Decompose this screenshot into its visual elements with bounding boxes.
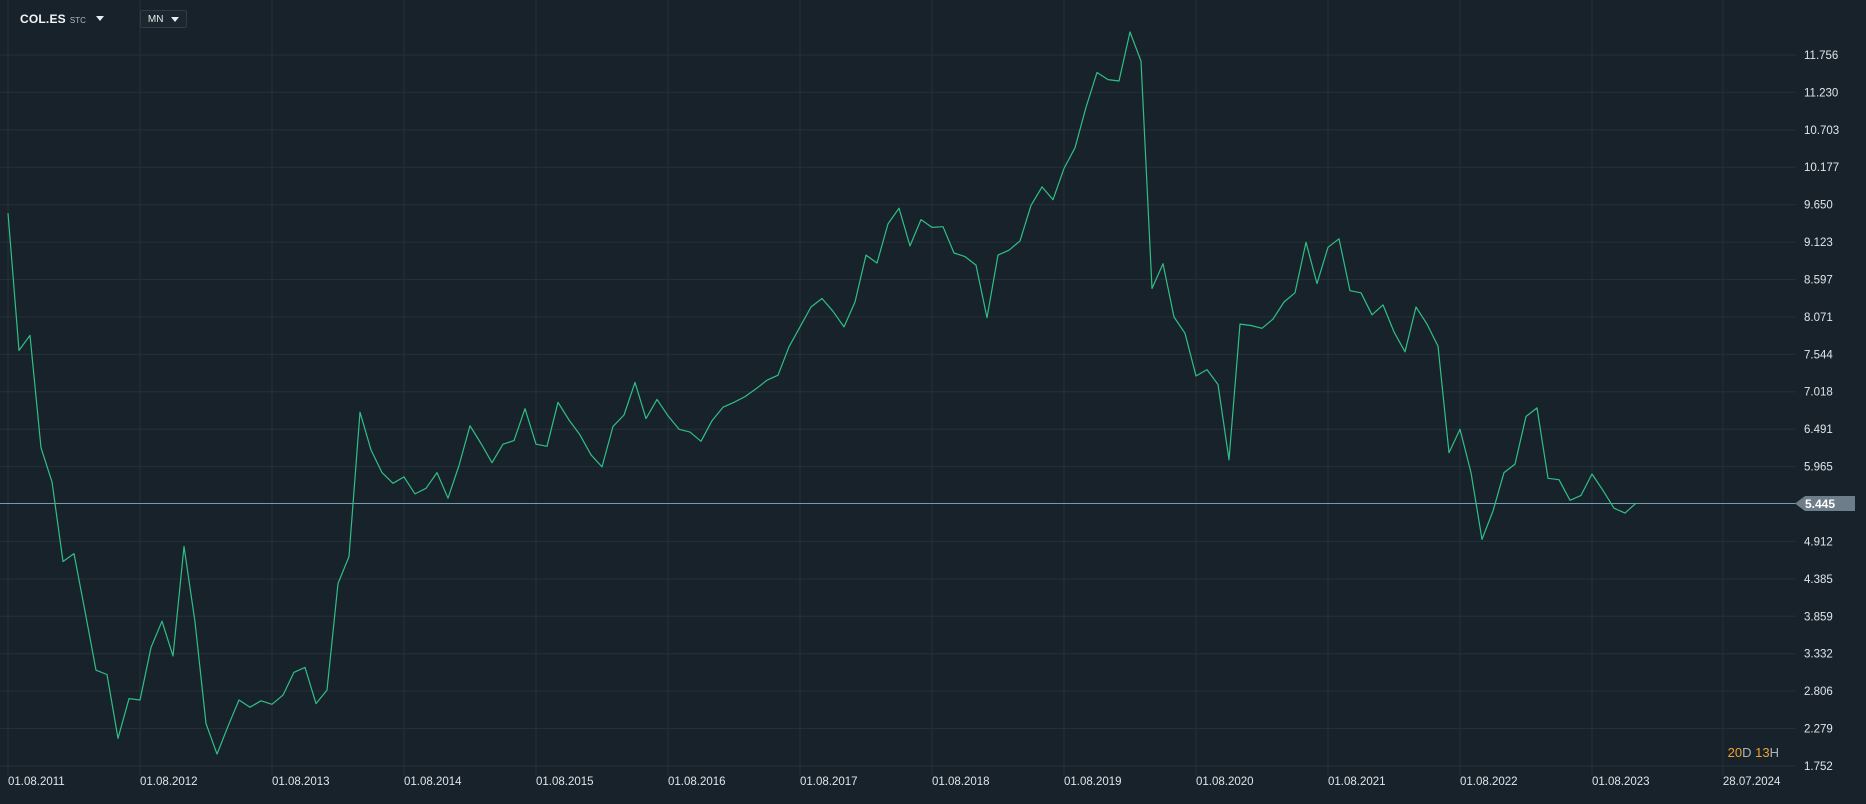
x-tick-label: 01.08.2015 [536,776,594,788]
y-tick-label: 4.912 [1804,536,1833,548]
symbol-selector[interactable]: COL.ES STC [20,12,104,26]
x-tick-label: 01.08.2016 [668,776,726,788]
y-tick-label: 5.965 [1804,462,1833,474]
last-price-label-bg [1795,496,1855,512]
x-tick-label: 01.08.2012 [140,776,198,788]
countdown-days-unit: D [1742,745,1752,760]
y-tick-label: 10.703 [1804,125,1839,137]
candle-countdown: 20D 13H [1728,745,1779,760]
y-tick-label: 2.279 [1804,724,1833,736]
x-tick-label: 01.08.2013 [272,776,330,788]
y-tick-label: 9.123 [1804,237,1833,249]
x-tick-label: 01.08.2020 [1196,776,1254,788]
y-tick-label: 4.385 [1804,574,1833,586]
y-tick-label: 3.859 [1804,611,1833,623]
x-tick-label: 01.08.2022 [1460,776,1518,788]
y-tick-label: 11.230 [1804,87,1838,99]
y-tick-label: 2.806 [1804,686,1833,698]
countdown-days: 20 [1727,745,1743,760]
x-tick-label: 01.08.2021 [1328,776,1386,788]
x-tick-label: 01.08.2023 [1592,776,1650,788]
x-tick-label: 01.08.2017 [800,776,858,788]
y-tick-label: 7.544 [1804,349,1833,361]
x-tick-label: 01.08.2014 [404,776,462,788]
y-tick-label: 8.071 [1804,312,1833,324]
last-price-marker: 5.445 [1795,496,1855,512]
x-axis: 01.08.2011 01.08.2012 01.08.2013 01.08.2014… [8,776,1781,788]
x-tick-label: 28.07.2024 [1723,776,1781,788]
y-tick-label: 10.177 [1804,162,1839,174]
series-layer [7,31,1637,755]
y-axis: 11.756 11.230 10.703 10.177 9.650 9.123 8.597 8… [1804,50,1839,773]
price-series-line [7,31,1637,755]
chevron-down-icon[interactable] [95,16,104,21]
timeframe-label: MN [147,13,164,25]
x-tick-label: 01.08.2019 [1064,776,1122,788]
y-tick-label: 3.332 [1804,649,1833,661]
y-tick-label: 6.491 [1804,424,1833,436]
symbol-name: COL.ES [20,12,66,26]
y-tick-label: 9.650 [1804,200,1833,212]
symbol-type: STC [69,16,86,25]
countdown-hours-unit: H [1769,745,1779,760]
y-tick-label: 1.752 [1804,761,1833,773]
countdown-hours: 13 [1755,745,1770,760]
last-price-value: 5.445 [1805,497,1835,511]
x-tick-label: 01.08.2018 [932,776,990,788]
x-tick-label: 01.08.2011 [8,776,65,788]
y-tick-label: 11.756 [1804,50,1838,62]
y-tick-label: 8.597 [1804,275,1833,287]
chart-toolbar: COL.ES STC MN [20,10,188,28]
grid-lines [0,0,1796,776]
timeframe-selector[interactable]: MN [139,10,188,28]
y-tick-label: 7.018 [1804,387,1833,399]
chevron-down-icon[interactable] [171,16,180,22]
